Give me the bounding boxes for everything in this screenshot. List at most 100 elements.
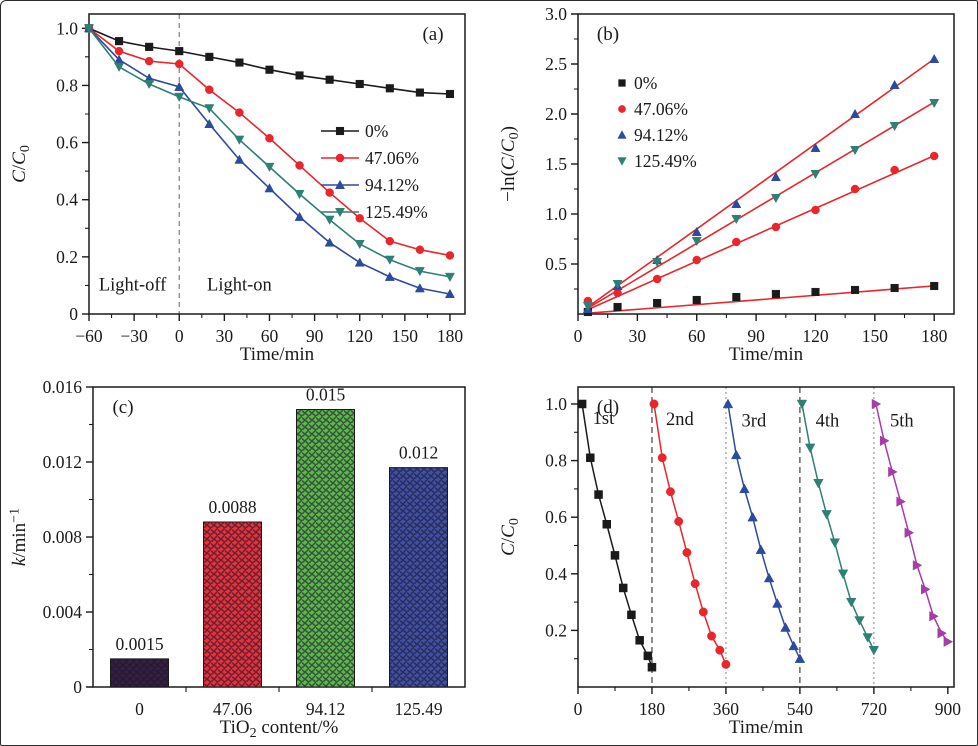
marker-square [235,58,244,67]
marker-triangle-up [384,271,395,281]
legend-label: 0% [634,73,657,93]
plot-frame [577,386,955,688]
marker-square [890,283,899,293]
marker-triangle-up [204,118,215,129]
marker-triangle-up [755,544,767,554]
marker-triangle-up [731,198,742,209]
marker-triangle-up [617,130,627,139]
y-axis-label: C/C0 [9,145,33,183]
x-tick-label: 0 [574,699,583,719]
marker-triangle-down [444,272,455,282]
marker-square [325,75,334,84]
panel-b-chart: 0 30 60 90 120 150 180 0.5 1.0 1.5 2.0 2.5 3.0 Time/m… [498,4,955,365]
marker-square [415,88,424,97]
y-tick-label: 0.016 [43,377,83,397]
x-axis-label: Time/min [729,344,804,365]
y-tick-label: 0.2 [545,620,567,640]
marker-triangle-right [896,496,906,507]
y-axis-ticks: 0.5 1.0 1.5 2.0 2.5 3.0 [545,4,578,290]
marker-triangle-down [868,646,880,656]
marker-triangle-up [810,142,821,153]
marker-circle [652,274,662,284]
marker-square [115,37,124,46]
x-tick-label: 30 [216,326,234,346]
marker-circle [690,579,700,589]
marker-circle [674,516,684,526]
marker-circle [114,46,124,56]
panel-a: −60 −30 0 30 60 90 120 150 180 0 0.2 0.4 0.6 0.8 1.0 Ti… [1,1,490,374]
marker-triangle-right [879,435,890,446]
series-line [88,27,450,95]
panel-d: 0 180 360 540 720 900 0.2 0.4 0.6 0.8 1.0 Time/min C… [490,374,977,745]
marker-triangle-up [788,640,799,651]
marker-triangle-up [334,179,346,190]
marker-square [602,520,612,529]
marker-circle [929,151,939,161]
x-tick-label: 180 [437,326,464,346]
x-axis-label: TiO2 content/% [220,717,339,741]
marker-triangle-down [850,145,861,156]
x-tick-label: 120 [347,326,374,346]
series-1st [577,399,657,672]
marker-square [618,583,628,593]
x-tick-label: 150 [862,326,889,346]
marker-circle [682,548,692,558]
y-axis-ticks: 0.2 0.4 0.6 0.8 1.0 [545,394,578,660]
marker-circle [613,288,622,298]
marker-square [577,399,587,409]
marker-circle [415,245,425,254]
bar-value-label: 0.0088 [208,497,256,517]
marker-triangle-down [83,24,95,34]
marker-triangle-down [731,214,742,225]
series-line [801,403,875,651]
marker-triangle-down [144,79,155,90]
marker-triangle-down [174,92,185,102]
x-tick-label: 90 [747,326,765,346]
legend-label: 47.06% [634,99,688,119]
legend-label: 125.49% [634,151,697,171]
marker-circle [295,161,304,170]
marker-circle [771,222,781,232]
plot-area: 0 0.004 0.008 0.012 0.016 TiO2 content/% k/min… [7,377,466,741]
marker-triangle-up [722,398,734,409]
x-tick-label: −30 [120,326,148,346]
series-5th [871,398,954,647]
x-axis-ticks: 0 180 360 540 720 900 [574,687,961,719]
marker-triangle-right [871,398,882,410]
y-tick-label: 2.0 [545,104,567,124]
marker-circle [732,237,741,247]
x-tick-label: 120 [802,326,829,346]
marker-triangle-down [264,162,275,172]
panel-c: 0 0.004 0.008 0.012 0.016 TiO2 content/% k/min… [1,374,490,745]
panel-c-chart: 0 0.004 0.008 0.012 0.016 TiO2 content/% k/min… [7,377,466,741]
marker-triangle-down [846,597,857,608]
y-tick-label: 0 [69,304,78,324]
marker-triangle-down [821,510,832,520]
bar-value-label: 0.0015 [115,634,163,654]
marker-triangle-down [889,121,900,132]
bar-value-label: 0.015 [306,385,346,405]
marker-triangle-down [813,479,824,489]
x-category-label: 0 [135,699,144,719]
panel-letter: (d) [597,397,619,418]
marker-triangle-up [444,288,455,299]
x-tick-label: 90 [306,326,324,346]
legend-label: 125.49% [365,202,428,222]
series-2nd [649,399,731,669]
marker-square [355,79,364,89]
y-tick-label: 0.6 [56,133,78,153]
x-tick-label: 60 [261,326,279,346]
marker-circle [811,205,820,215]
marker-triangle-up [324,237,335,247]
marker-triangle-down [612,279,623,290]
panel-letter: (a) [422,24,443,45]
marker-triangle-down [354,239,365,250]
marker-triangle-down [204,104,215,114]
x-axis-ticks: 0 30 60 90 120 150 180 [574,314,948,346]
x-category-label: 125.49 [394,699,442,719]
marker-triangle-up [794,653,806,663]
bar-94.12 [296,409,355,688]
marker-triangle-up [772,598,783,608]
series-0% [84,24,455,99]
series-4th [796,399,880,656]
